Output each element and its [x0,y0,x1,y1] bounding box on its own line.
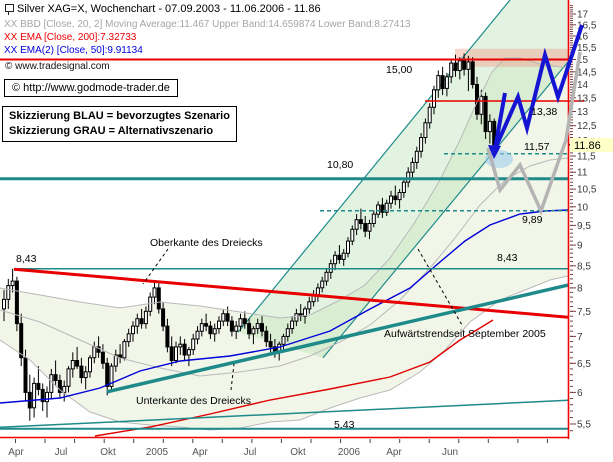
label-oberkante: Oberkante des Dreiecks [150,237,263,249]
y-tick-label: 15,5 [577,43,597,54]
ema200-series-icon: XX [4,32,18,43]
godmode-url-text: © http://www.godmode-trader.de [12,82,170,94]
level-843-label-right: 8,43 [497,252,518,264]
blue-down-arrowhead [488,145,501,159]
support-1157-label: 11,57 [524,141,550,153]
indicator-legend-ema200[interactable]: XX EMA [Close, 200]:7.32733 [4,32,136,43]
triangle-lower-trendline [106,283,569,394]
ema-200-line [94,319,494,437]
y-tick-label: 5,5 [577,420,591,431]
y-tick-label: 9,5 [577,221,591,232]
x-axis-label: Apr [8,447,24,458]
ema50-legend-label: EMA(2) [Close, 50]:9.91134 [20,45,143,56]
triangle-upper-trendline [13,267,569,319]
x-axis-label: Okt [100,447,116,458]
x-axis-label: Jul [55,447,68,458]
y-tick-label: 15 [577,55,589,66]
ema-50-line [0,209,569,404]
indicator-legend-bbd[interactable]: XX BBD [Close, 20, 2] Moving Average:11.… [4,19,411,30]
chart-pin-icon [4,3,14,15]
chart-title-row: Silver XAG=X, Wochenchart - 07.09.2003 -… [4,3,321,15]
y-tick-label: 14 [577,80,589,91]
indicator-legend-ema50[interactable]: XX EMA(2) [Close, 50]:9.91134 [4,45,143,56]
y-tick-label: 10,5 [577,185,597,196]
channel-upper-border [237,0,511,333]
level-543-label: 5.43 [334,419,355,431]
godmode-url-box[interactable]: © http://www.godmode-trader.de [4,79,178,97]
bollinger-upper-band [0,57,569,319]
bbd-legend-label: BBD [Close, 20, 2] Moving Average:11.467… [20,19,411,30]
base-trendline [0,399,569,429]
y-tick-label: 6,5 [577,359,591,370]
resistance-1338-label: 13,38 [531,106,557,118]
ema200-legend-label: EMA [Close, 200]:7.32733 [20,32,137,43]
y-tick-label: 14,5 [577,67,597,78]
ema50-series-icon: XX [4,45,18,56]
y-tick-label: 10 [577,202,589,213]
chart-title: Silver XAG=X, Wochenchart - 07.09.2003 -… [17,3,321,15]
alternative-scenario-gray [486,51,582,216]
x-axis-label: Apr [192,447,208,458]
y-tick-label: 12,5 [577,121,597,132]
scenario-legend-gray: Skizzierung GRAU = Alternativszenario [9,125,214,137]
y-tick-label: 11,5 [577,152,596,163]
support-989-label: 9,89 [522,214,543,226]
level-1080-label: 10,80 [327,159,353,171]
current-price-tag [570,138,613,152]
label-oberkante-pointer [142,248,169,285]
x-axis-label: 2005 [146,447,169,458]
current-price-label: 11.86 [574,140,601,152]
y-tick-label: 16 [577,32,589,43]
x-axis-label: Apr [386,447,402,458]
y-tick-label: 7,5 [577,307,591,318]
channel-lower-border [322,61,569,359]
y-tick-label: 8,5 [577,261,591,272]
x-axis-label: 2006 [338,447,361,458]
bbd-series-icon: XX [4,19,18,30]
label-aufwaertstrend: Aufwärtstrendseit September 2005 [384,328,546,340]
scenario-legend-blue: Skizzierung BLAU = bevorzugtes Szenario [9,110,230,122]
tradesignal-copyright: © www.tradesignal.com [5,61,110,72]
y-tick-label: 13 [577,107,589,118]
label-unterkante-pointer [230,363,235,391]
y-tick-label: 7 [577,332,583,343]
label-aufwaertstrend-pointer [417,248,463,326]
bollinger-lower-band [0,275,569,431]
scenario-legend-box: Skizzierung BLAU = bevorzugtes Szenario … [2,106,237,142]
y-tick-label: 16,5 [577,20,597,31]
label-unterkante: Unterkante des Dreiecks [136,395,251,407]
y-tick-label: 9 [577,241,583,252]
resistance-15-label: 15,00 [386,64,412,76]
bollinger-band-fill [0,58,568,430]
y-tick-label: 13,5 [577,93,597,104]
x-axis-label: Jun [442,447,458,458]
y-tick-label: 8 [577,283,583,294]
y-tick-label: 11 [577,168,588,179]
y-tick-label: 17 [577,10,589,21]
level-843-label: 8,43 [16,253,37,265]
x-axis-label: Jul [244,447,257,458]
x-axis-label: Okt [290,447,306,458]
y-tick-label: 6 [577,388,583,399]
